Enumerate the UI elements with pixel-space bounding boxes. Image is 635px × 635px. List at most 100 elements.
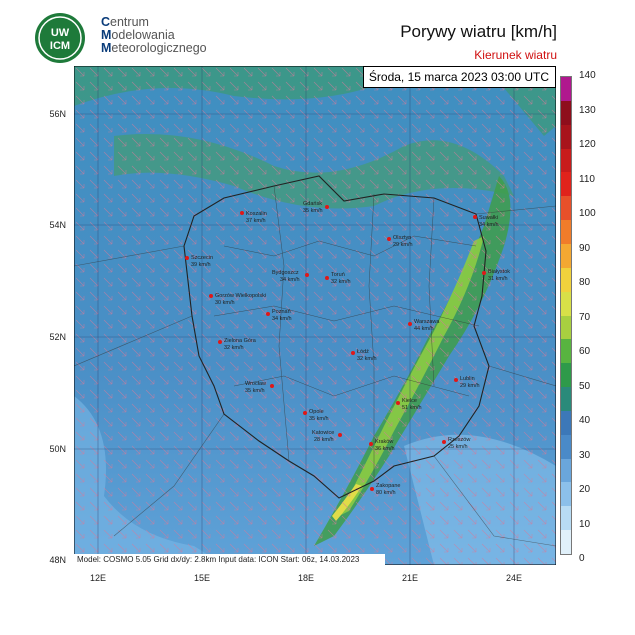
colorbar-band xyxy=(561,220,571,245)
city-markers xyxy=(185,205,486,491)
city-value-lublin: 29 km/h xyxy=(460,383,480,389)
admin-boundaries xyxy=(213,185,480,481)
city-name-szczecin: Szczecin xyxy=(191,255,213,261)
lat-label-52: 52N xyxy=(49,332,66,342)
colorbar-label: 90 xyxy=(579,242,591,254)
colorbar-band xyxy=(561,410,571,436)
colorbar-band xyxy=(561,458,571,483)
city-name-bialystok: Białystok xyxy=(488,269,510,275)
colorbar-band xyxy=(561,506,571,531)
lat-lon-grid xyxy=(74,66,556,565)
city-value-suwalki: 34 km/h xyxy=(479,222,499,228)
model-info: Model: COSMO 5.05 Grid dx/dy: 2.8km Inpu… xyxy=(74,554,385,565)
city-name-poznan: Poznań xyxy=(272,309,291,315)
map-panel[interactable]: Koszalin 37 km/h Gdańsk 35 km/h Suwałki … xyxy=(74,66,556,565)
city-value-bydgoszcz: 34 km/h xyxy=(280,277,300,283)
colorbar-band xyxy=(561,243,571,269)
colorbar-label: 10 xyxy=(579,518,591,530)
colorbar-label: 20 xyxy=(579,484,591,495)
org-name: Centrum Modelowania Meteorologicznego xyxy=(101,16,207,55)
lon-label-12: 12E xyxy=(89,573,106,583)
city-name-olsztyn: Olsztyn xyxy=(393,235,411,241)
colorbar-band xyxy=(561,339,571,364)
city-name-zielona-gora: Zielona Góra xyxy=(224,338,257,344)
colorbar-band xyxy=(561,172,571,197)
city-value-gorzow: 30 km/h xyxy=(215,300,235,306)
org-line-2: Modelowania xyxy=(101,28,175,42)
colorbar-band xyxy=(561,482,571,507)
city-value-gdansk: 35 km/h xyxy=(303,208,323,214)
lon-label-24: 24E xyxy=(505,573,522,583)
city-name-bydgoszcz: Bydgoszcz xyxy=(272,270,299,276)
forecast-datetime: Środa, 15 marca 2023 03:00 UTC xyxy=(362,66,556,88)
map-subtitle: Kierunek wiatru xyxy=(474,48,557,62)
city-name-kielce: Kielce xyxy=(402,398,417,404)
colorbar-label: 0 xyxy=(579,553,585,564)
city-name-gdansk: Gdańsk xyxy=(303,201,322,207)
city-name-lublin: Lublin xyxy=(460,376,475,382)
lat-label-50: 50N xyxy=(49,444,66,454)
neighbour-borders xyxy=(74,205,556,547)
city-name-krakow: Kraków xyxy=(375,439,393,445)
gust-colorbar xyxy=(560,76,572,555)
city-name-lodz: Łódź xyxy=(357,349,369,355)
city-value-zielona-gora: 32 km/h xyxy=(224,345,244,351)
city-value-rzeszow: 25 km/h xyxy=(448,444,468,450)
colorbar-label: 60 xyxy=(579,346,591,357)
city-value-koszalin: 37 km/h xyxy=(246,218,266,224)
city-name-katowice: Katowice xyxy=(312,430,334,436)
colorbar-band xyxy=(561,267,571,293)
city-value-szczecin: 39 km/h xyxy=(191,262,211,268)
city-labels: Koszalin 37 km/h Gdańsk 35 km/h Suwałki … xyxy=(191,201,510,496)
lon-label-15: 15E xyxy=(193,573,210,583)
wind-gust-map: Koszalin 37 km/h Gdańsk 35 km/h Suwałki … xyxy=(74,66,556,565)
colorbar-band xyxy=(561,291,571,316)
colorbar-band xyxy=(561,387,571,412)
logo-text-bottom: ICM xyxy=(50,40,70,52)
icm-logo: UW ICM xyxy=(34,12,86,64)
city-name-gorzow: Gorzów Wielkopolski xyxy=(215,293,266,299)
colorbar-label: 110 xyxy=(579,173,595,185)
city-name-rzeszow: Rzeszów xyxy=(448,437,470,443)
colorbar-band xyxy=(561,530,571,555)
city-name-opole: Opole xyxy=(309,409,324,415)
colorbar-label: 40 xyxy=(579,415,591,426)
colorbar-band xyxy=(561,363,571,388)
city-value-kielce: 51 km/h xyxy=(402,405,422,411)
city-value-krakow: 36 km/h xyxy=(375,446,395,452)
colorbar-label: 50 xyxy=(579,380,591,392)
colorbar-label: 100 xyxy=(579,208,596,219)
colorbar-label: 30 xyxy=(579,449,591,461)
city-name-warszawa: Warszawa xyxy=(414,319,440,325)
colorbar-band xyxy=(561,148,571,173)
city-name-wroclaw: Wrocław xyxy=(245,381,266,387)
org-line-1: Centrum xyxy=(101,15,149,29)
colorbar-band xyxy=(561,100,571,126)
colorbar-label: 80 xyxy=(579,277,591,288)
colorbar-band xyxy=(561,196,571,221)
header: UW ICM Centrum Modelowania Meteorologicz… xyxy=(0,0,635,66)
city-value-zakopane: 80 km/h xyxy=(376,490,396,496)
colorbar-label: 120 xyxy=(579,139,596,150)
city-value-opole: 35 km/h xyxy=(309,416,329,422)
org-line-3: Meteorologicznego xyxy=(101,41,207,55)
city-value-katowice: 28 km/h xyxy=(314,437,334,443)
lat-label-48: 48N xyxy=(49,555,66,565)
lon-label-21: 21E xyxy=(401,573,418,583)
colorbar-band xyxy=(561,434,571,460)
poland-border xyxy=(183,175,490,499)
city-name-suwalki: Suwałki xyxy=(479,215,498,221)
lat-label-54: 54N xyxy=(49,220,66,230)
city-name-zakopane: Zakopane xyxy=(376,483,400,489)
city-value-wroclaw: 35 km/h xyxy=(245,388,265,394)
city-value-lodz: 32 km/h xyxy=(357,356,377,362)
city-name-koszalin: Koszalin xyxy=(246,211,267,217)
city-value-poznan: 34 km/h xyxy=(272,316,292,322)
logo-text-top: UW xyxy=(51,27,70,39)
city-value-torun: 32 km/h xyxy=(331,279,351,285)
colorbar-label: 70 xyxy=(579,311,591,323)
wind-direction-arrows xyxy=(74,66,556,565)
colorbar-band xyxy=(561,315,571,340)
colorbar-label: 140 xyxy=(579,70,596,81)
colorbar-band xyxy=(561,124,571,150)
